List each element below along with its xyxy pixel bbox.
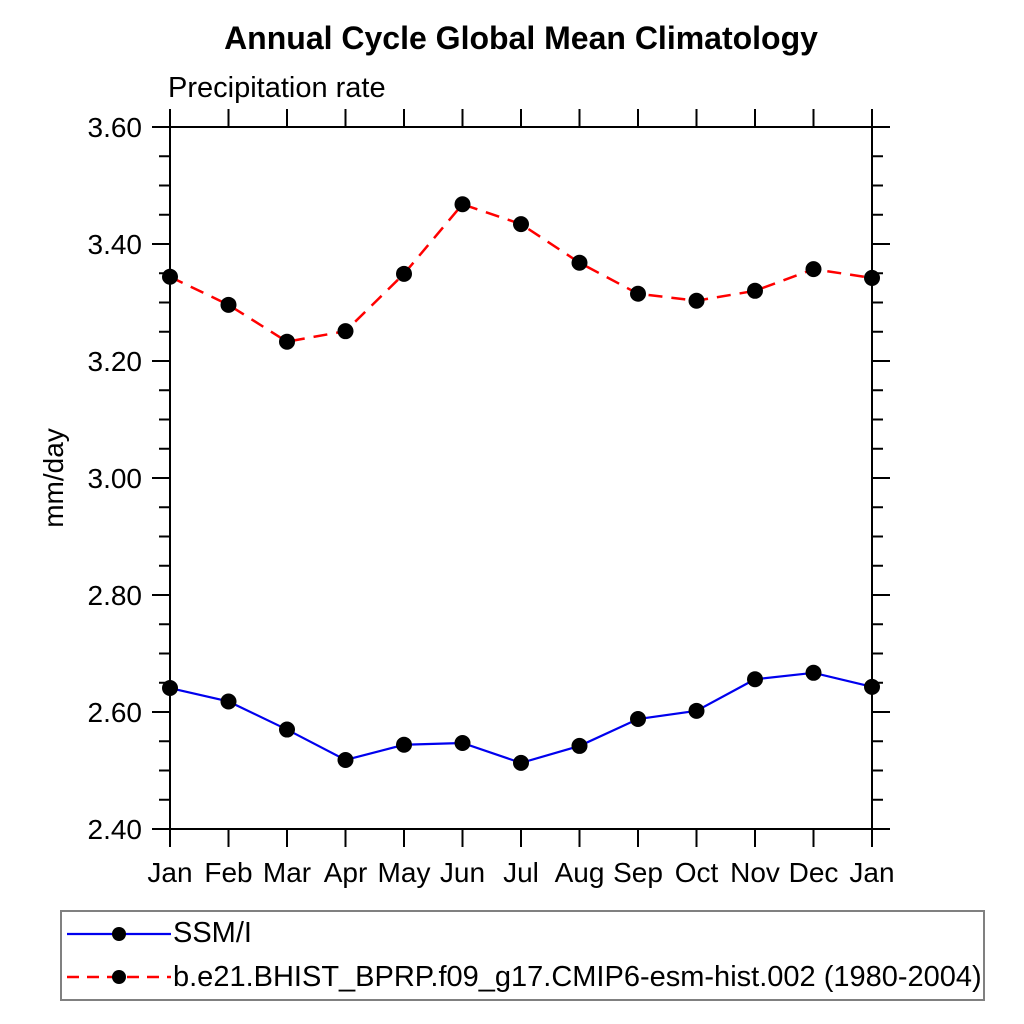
y-tick-label: 2.60 xyxy=(88,697,143,728)
data-point-marker xyxy=(688,702,705,719)
y-tick-label: 3.40 xyxy=(88,229,143,260)
y-tick-label: 3.00 xyxy=(88,463,143,494)
legend-box: SSM/I b.e21.BHIST_BPRP.f09_g17.CMIP6-esm… xyxy=(60,910,985,1001)
data-point-marker xyxy=(747,671,763,688)
data-point-marker xyxy=(513,754,529,771)
series-line-0 xyxy=(169,671,873,765)
data-point-marker xyxy=(805,664,822,681)
data-point-marker xyxy=(805,261,822,278)
x-tick-label: Oct xyxy=(675,857,719,888)
y-tick-label: 2.80 xyxy=(88,580,143,611)
data-point-marker xyxy=(220,296,237,313)
x-tick-label: Jun xyxy=(440,857,485,888)
chart-title: Annual Cycle Global Mean Climatology xyxy=(224,20,818,56)
data-point-marker xyxy=(864,678,880,695)
data-point-marker xyxy=(396,265,412,282)
legend-swatch-solid-line-icon xyxy=(67,926,171,941)
y-tick-label: 3.20 xyxy=(88,346,143,377)
legend-swatch-dashed-line-icon xyxy=(67,970,171,985)
data-point-marker xyxy=(279,721,295,738)
data-point-marker xyxy=(162,268,178,285)
x-tick-label: Mar xyxy=(263,857,311,888)
data-point-marker xyxy=(396,736,412,753)
legend-item-model-run: b.e21.BHIST_BPRP.f09_g17.CMIP6-esm-hist.… xyxy=(67,956,983,998)
x-tick-label: Sep xyxy=(613,857,663,888)
data-point-marker xyxy=(571,254,588,271)
data-point-marker xyxy=(688,292,705,309)
x-tick-label: Apr xyxy=(324,857,368,888)
x-tick-label: Nov xyxy=(730,857,780,888)
legend-label-model-run: b.e21.BHIST_BPRP.f09_g17.CMIP6-esm-hist.… xyxy=(173,960,982,993)
data-point-marker xyxy=(162,680,178,697)
data-point-marker xyxy=(630,285,646,302)
legend-item-ssmi: SSM/I xyxy=(67,913,983,955)
x-tick-label: Jan xyxy=(849,857,894,888)
y-tick-label: 2.40 xyxy=(88,814,143,845)
legend-label-ssmi: SSM/I xyxy=(173,917,252,950)
data-point-marker xyxy=(454,735,471,752)
data-point-marker xyxy=(337,751,354,768)
x-tick-label: Aug xyxy=(555,857,605,888)
data-point-marker xyxy=(747,282,763,299)
x-tick-label: Feb xyxy=(204,857,252,888)
data-point-marker xyxy=(864,269,880,286)
y-tick-label: 3.60 xyxy=(88,112,143,143)
data-point-marker xyxy=(630,711,646,728)
data-point-marker xyxy=(279,333,295,350)
x-tick-label: Dec xyxy=(789,857,839,888)
data-point-marker xyxy=(220,693,237,710)
data-point-marker xyxy=(571,737,588,754)
plot-area: Jan Feb Mar Apr May Jun Jul Aug Sep Oct Nov Dec Jan2… xyxy=(88,109,895,888)
x-tick-label: May xyxy=(378,857,431,888)
x-tick-label: Jul xyxy=(503,857,539,888)
data-point-marker xyxy=(454,196,471,213)
data-point-marker xyxy=(513,216,529,233)
data-point-marker xyxy=(337,323,354,340)
chart-subtitle: Precipitation rate xyxy=(168,72,386,104)
x-tick-label: Jan xyxy=(147,857,192,888)
